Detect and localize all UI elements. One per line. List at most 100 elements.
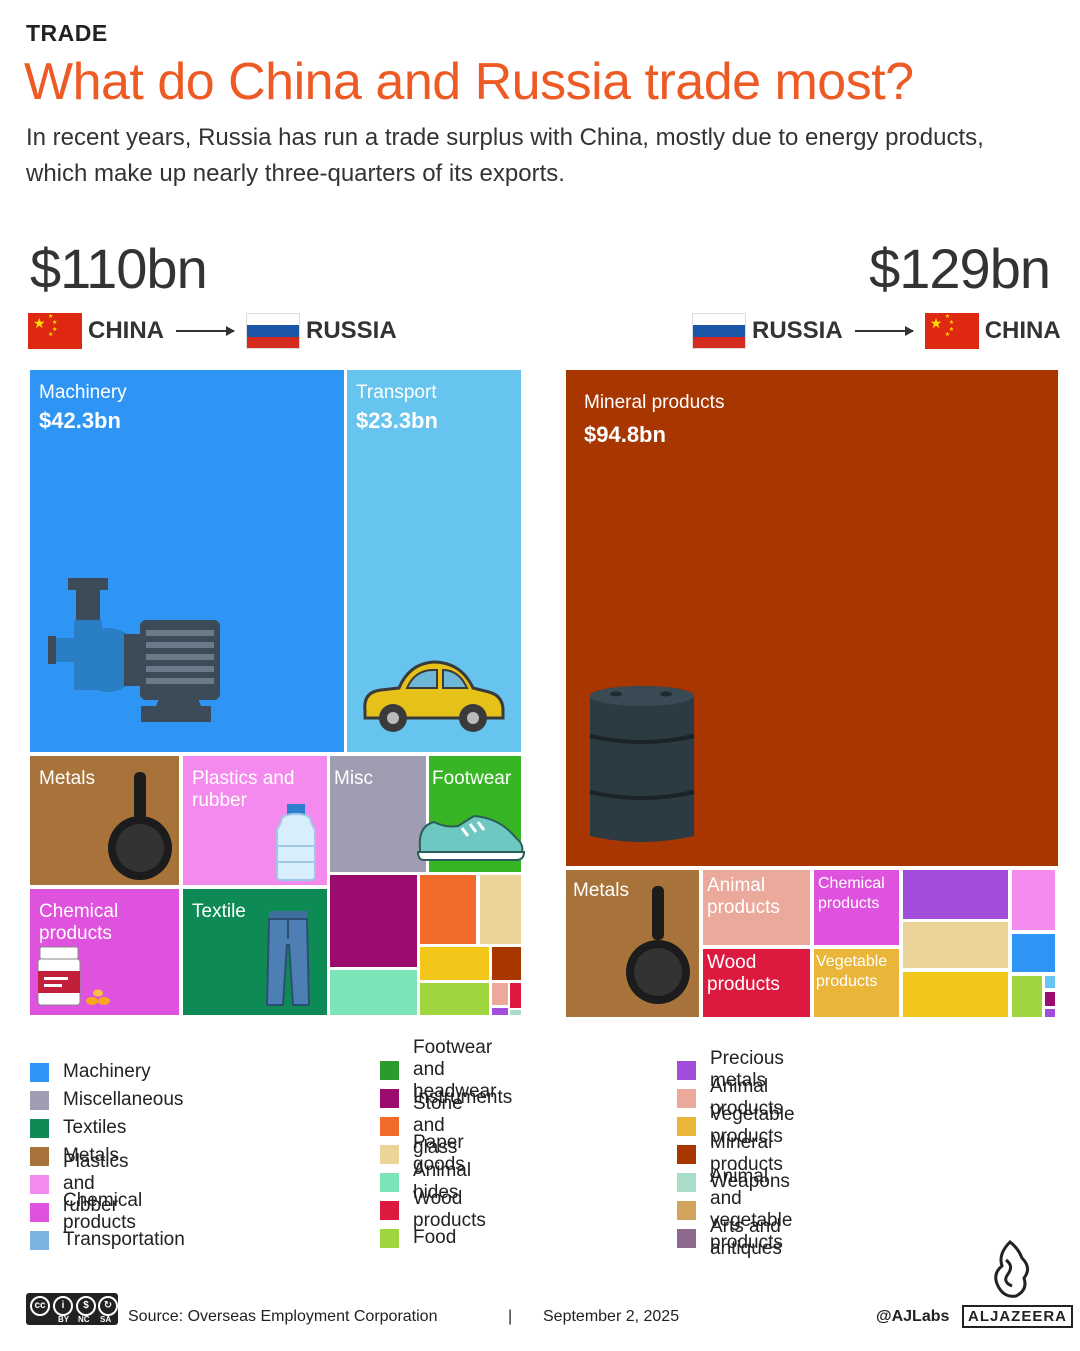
water-bottle-icon <box>276 804 316 881</box>
tile-animal-products: Animal products <box>703 870 810 945</box>
tile-plastics-and-rubber <box>1012 870 1055 930</box>
legend-label: Instruments <box>413 1087 513 1108</box>
legend-label: Plastics and rubber <box>63 1151 129 1216</box>
legend-swatch <box>380 1228 399 1248</box>
tile-textile: Textile <box>183 889 327 1015</box>
tile-wood-products: Wood products <box>703 949 810 1017</box>
jeans-icon <box>265 911 311 1006</box>
legend-item: Animal and vegetable products <box>677 1166 792 1253</box>
legend-swatch <box>380 1200 399 1220</box>
tile-vegetable-products <box>420 947 489 980</box>
legend-label: Animal hides <box>413 1160 472 1203</box>
tile-label: Plastics and rubber <box>192 768 295 811</box>
tile-wood-products <box>510 983 521 1008</box>
legend-swatch <box>380 1116 399 1136</box>
legend-label: Stone and glass <box>413 1093 463 1158</box>
brand-wordmark: ALJAZEERA <box>962 1305 1074 1328</box>
social-handle: @AJLabs <box>876 1308 950 1325</box>
tile-misc: Misc <box>330 756 426 872</box>
footer-separator: | <box>508 1308 513 1325</box>
legend-label: Precious metals <box>710 1048 784 1091</box>
tile-value: $94.8bn <box>584 422 666 447</box>
legend-item: Miscellaneous <box>30 1088 183 1112</box>
legend-swatch <box>30 1090 49 1110</box>
legend-label: Weapons <box>710 1171 790 1192</box>
legend-swatch <box>380 1060 399 1080</box>
tile-label: Metals <box>573 880 629 901</box>
legend-swatch <box>30 1146 49 1166</box>
legend-swatch <box>677 1172 696 1192</box>
china-to-russia-total: $110bn <box>30 237 208 300</box>
source-credit: Source: Overseas Employment Corporation <box>128 1308 438 1325</box>
aljazeera-logo-icon <box>994 1240 1029 1298</box>
tile-paper-goods <box>903 922 1008 968</box>
water-pump-icon <box>48 578 220 722</box>
tile-label: Metals <box>39 768 95 789</box>
tile-label: Mineral products <box>584 392 725 413</box>
legend-swatch <box>380 1144 399 1164</box>
legend-item: Textiles <box>30 1116 126 1140</box>
flow-russia-to-china: RUSSIA ★ ★ ★ ★ ★ CHINA <box>692 312 1061 350</box>
tile-label: Chemical products <box>39 901 119 944</box>
tile-metals: Metals <box>30 756 179 885</box>
subtitle: In recent years, Russia has run a trade … <box>26 124 984 187</box>
tile-label: Vegetable products <box>816 953 888 990</box>
flow-china-to-russia: ★ ★ ★ ★ ★ CHINA RUSSIA <box>28 312 397 350</box>
legend-item: Plastics and rubber <box>30 1151 128 1216</box>
tile-plastics-and-rubber: Plastics and rubber <box>183 756 327 885</box>
section-kicker: TRADE <box>26 20 108 46</box>
headline: What do China and Russia trade most? <box>24 53 914 111</box>
tile-value: $23.3bn <box>356 408 438 433</box>
legend-swatch <box>677 1200 696 1220</box>
tile-label: Animal products <box>707 875 780 918</box>
cc-label: SA <box>100 1315 112 1324</box>
medicine-bottle-icon <box>37 946 110 1006</box>
legend-item: Footwear and headwear <box>380 1037 496 1102</box>
tile-label: Footwear <box>432 768 512 789</box>
legend-item: Food <box>380 1226 456 1250</box>
tile-vegetable-oils <box>903 972 1008 1017</box>
legend-swatch <box>30 1202 49 1222</box>
tile-food <box>420 983 489 1015</box>
tile-transportation <box>1045 976 1055 988</box>
legend-swatch <box>677 1060 696 1080</box>
legend-label: Vegetable products <box>710 1104 795 1147</box>
legend-item: Instruments <box>380 1086 512 1110</box>
tile-chemical-products: Chemical products <box>30 889 179 1015</box>
russia-flag-icon <box>246 313 300 349</box>
tile-stone-and-glass <box>420 875 476 944</box>
tile-mineral-products: Mineral products $94.8bn <box>566 370 1058 866</box>
legend-item: Stone and glass <box>380 1093 463 1158</box>
tile-paper-goods <box>480 875 521 944</box>
tile-precious-metals <box>903 870 1008 919</box>
tile-mineral-products <box>492 947 521 980</box>
legend-label: Footwear and headwear <box>413 1037 497 1102</box>
tile-label: Wood products <box>707 952 780 995</box>
legend-swatch <box>677 1116 696 1136</box>
legend-label: Miscellaneous <box>63 1089 184 1110</box>
legend-label: Chemical products <box>63 1190 143 1233</box>
legend-swatch <box>380 1088 399 1108</box>
legend-item: Arts and antiques <box>677 1216 782 1259</box>
tile-weapons <box>510 1010 521 1015</box>
tile-vegetable-products: Vegetable products <box>814 949 899 1017</box>
tile-label: Chemical products <box>818 875 885 912</box>
creative-commons-icon: cc i $ ↻ BY NC SA <box>26 1293 118 1325</box>
tile-transport: Transport $23.3bn <box>347 370 521 752</box>
tile-value: $42.3bn <box>39 408 121 433</box>
china-flag-icon: ★ ★ ★ ★ ★ <box>28 313 82 349</box>
russia-flag-icon <box>692 313 746 349</box>
russia-to-china-total: $129bn <box>869 237 1051 300</box>
cc-label: BY <box>58 1315 70 1324</box>
legend-label: Textiles <box>63 1117 127 1138</box>
legend-label: Arts and antiques <box>710 1216 782 1259</box>
legend-item: Vegetable products <box>677 1104 795 1147</box>
tile-arts-and-antiques <box>1045 1009 1055 1017</box>
legend-item: Paper goods <box>380 1132 465 1175</box>
arrow-right-icon <box>176 326 235 336</box>
tile-instruments <box>330 875 417 967</box>
arrow-right-icon <box>854 326 914 336</box>
legend-label: Transportation <box>63 1229 185 1250</box>
china-flag-icon: ★ ★ ★ ★ ★ <box>924 313 979 349</box>
car-icon <box>363 660 505 732</box>
